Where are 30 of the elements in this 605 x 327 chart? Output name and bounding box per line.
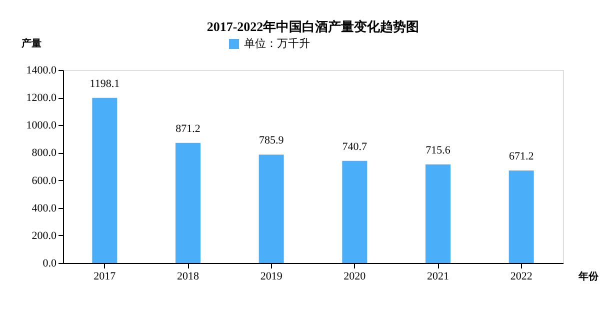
y-tick-label: 200.0 xyxy=(32,230,57,242)
x-tick-label: 2017 xyxy=(94,270,116,282)
x-tick-label: 2021 xyxy=(427,270,449,282)
data-label: 715.6 xyxy=(426,144,451,156)
bar xyxy=(258,154,284,263)
chart-title: 2017-2022年中国白酒产量变化趋势图 xyxy=(206,19,420,34)
y-tick-label: 600.0 xyxy=(32,174,57,187)
data-label: 671.2 xyxy=(508,150,534,162)
bar xyxy=(342,160,368,263)
data-label: 871.2 xyxy=(176,122,200,135)
data-label: 785.9 xyxy=(258,134,284,147)
y-tick-label: 400.0 xyxy=(32,202,57,214)
y-tick-label: 1200.0 xyxy=(26,92,57,104)
x-tick-label: 2019 xyxy=(260,270,283,282)
bar xyxy=(508,170,534,263)
y-axis-title: 产量 xyxy=(20,38,42,50)
legend-label: 单位：万千升 xyxy=(244,37,310,50)
y-tick-label: 1000.0 xyxy=(26,120,57,132)
data-label: 1198.1 xyxy=(90,78,120,90)
x-tick-label: 2020 xyxy=(344,270,366,282)
x-axis-title: 年份 xyxy=(578,270,600,282)
x-tick-label: 2022 xyxy=(510,270,532,282)
bar xyxy=(426,164,450,263)
y-tick-label: 0.0 xyxy=(42,258,57,270)
bar xyxy=(92,98,118,263)
x-tick-label: 2018 xyxy=(177,270,200,282)
y-tick-label: 1400.0 xyxy=(26,64,57,76)
data-label: 740.7 xyxy=(342,140,368,153)
y-tick-label: 800.0 xyxy=(32,147,57,160)
bar xyxy=(176,142,200,263)
